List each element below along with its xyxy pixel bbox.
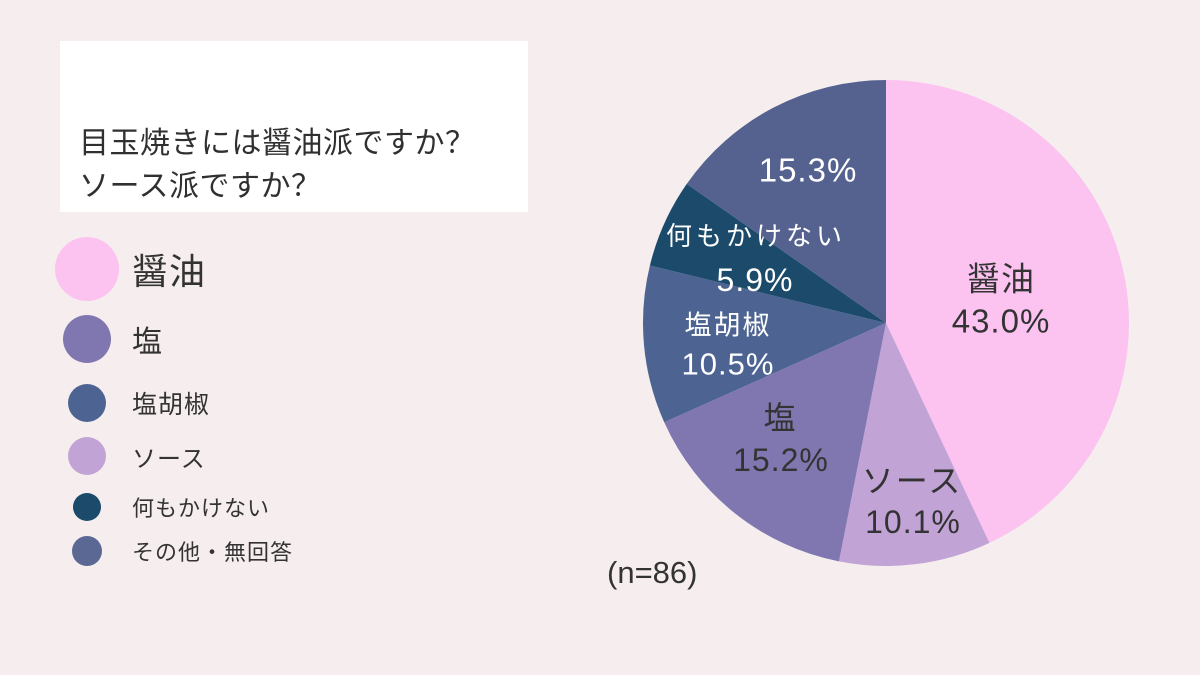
title-card: 目玉焼きには醤油派ですか？ ソース派ですか？ [60, 41, 528, 212]
pie-slice-4 [649, 183, 886, 323]
legend-label: 醤油 [132, 251, 207, 292]
legend-item-2: 塩胡椒 [55, 384, 210, 422]
pie-slice-label-1: 10.1% [865, 504, 961, 540]
legend-item-4: 何もかけない [55, 491, 270, 523]
legend-swatch-icon [68, 437, 106, 475]
legend-swatch-icon [55, 237, 119, 301]
pie-slice-label-0: 43.0% [951, 302, 1051, 340]
pie-slice-label-3: 塩胡椒 [684, 310, 772, 341]
legend-item-3: ソース [55, 437, 206, 475]
legend-swatch-icon [68, 384, 106, 422]
pie-slice-0 [886, 80, 1129, 543]
legend-label: その他・無回答 [132, 540, 294, 565]
legend-swatch-icon [73, 493, 101, 521]
legend-item-5: その他・無回答 [55, 535, 293, 567]
pie-slice-3 [642, 265, 886, 423]
pie-slice-label-2: 15.2% [733, 442, 829, 478]
legend-label: ソース [132, 445, 206, 473]
legend-item-0: 醤油 [55, 237, 206, 301]
legend-item-1: 塩 [55, 315, 163, 363]
sample-size-label: (n=86) [607, 555, 698, 590]
legend-swatch-icon [63, 315, 111, 363]
chart-title-line-1: 目玉焼きには醤油派ですか？ [79, 127, 476, 160]
pie-slice-5 [686, 80, 886, 323]
pie-slice-label-3: 10.5% [681, 346, 775, 382]
pie-slice-label-2: 塩 [763, 400, 797, 436]
pie-slice-label-1: ソース [861, 463, 963, 499]
pie-slice-2 [664, 323, 886, 562]
pie-slice-label-4: 5.9% [716, 262, 794, 298]
pie-slice-label-0: 醤油 [967, 260, 1035, 298]
pie-slice-label-4: 何もかけない [665, 221, 847, 251]
pie-slice-label-5: 15.3% [758, 151, 858, 189]
legend-label: 何もかけない [132, 496, 271, 521]
chart-title-line-2: ソース派ですか？ [79, 170, 322, 203]
legend-label: 塩胡椒 [132, 391, 211, 419]
legend-label: 塩 [132, 326, 163, 359]
pie-slice-1 [838, 323, 990, 566]
legend-swatch-icon [72, 536, 102, 566]
